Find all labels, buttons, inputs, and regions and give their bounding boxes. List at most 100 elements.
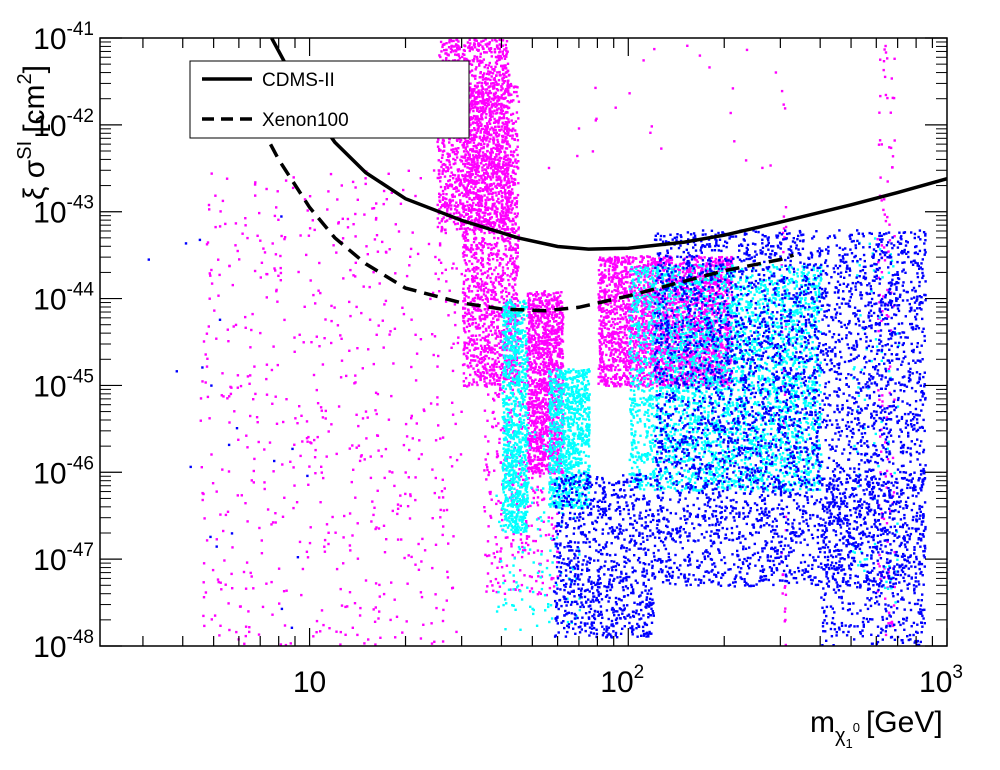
data-point — [481, 179, 485, 182]
data-point — [441, 496, 445, 499]
data-point — [481, 252, 484, 255]
data-point — [556, 343, 559, 347]
data-point — [507, 89, 510, 92]
data-point — [278, 602, 281, 605]
data-point — [253, 183, 257, 186]
data-point — [476, 245, 479, 249]
data-point — [477, 89, 480, 92]
data-point — [210, 453, 213, 456]
data-point — [502, 92, 505, 96]
data-point — [441, 436, 445, 439]
data-point — [481, 75, 485, 79]
data-point — [437, 354, 440, 358]
data-point — [544, 324, 547, 328]
data-point — [300, 414, 303, 417]
data-point — [539, 406, 542, 410]
data-point — [511, 134, 514, 137]
data-point — [508, 92, 511, 95]
data-point — [478, 315, 481, 318]
data-point — [314, 302, 317, 305]
data-point — [540, 423, 544, 427]
data-point — [553, 362, 556, 365]
data-point — [491, 39, 494, 42]
data-point — [505, 377, 508, 381]
data-point — [508, 398, 511, 401]
data-point — [498, 178, 502, 181]
data-point — [503, 168, 507, 171]
data-point — [508, 219, 512, 223]
data-point — [511, 128, 514, 131]
data-point — [454, 208, 457, 211]
data-point — [529, 504, 532, 508]
data-point — [476, 213, 479, 217]
data-point — [322, 476, 325, 480]
data-point — [354, 212, 357, 216]
data-point — [493, 109, 496, 112]
data-point — [500, 218, 503, 221]
data-point — [535, 447, 538, 450]
data-point — [528, 313, 531, 316]
data-point — [257, 440, 260, 444]
data-point — [483, 409, 487, 412]
data-point — [374, 582, 378, 585]
data-point — [437, 424, 440, 427]
data-point — [505, 89, 508, 92]
data-point — [505, 203, 508, 206]
data-point — [544, 534, 548, 537]
data-point — [483, 338, 487, 342]
data-point — [409, 247, 413, 251]
data-point — [221, 372, 224, 375]
data-point — [450, 194, 454, 197]
data-point — [492, 161, 496, 164]
data-point — [514, 381, 517, 384]
data-point — [503, 429, 506, 432]
data-point — [496, 326, 499, 330]
data-point — [465, 179, 469, 182]
data-point — [497, 342, 501, 345]
data-point — [559, 365, 563, 368]
data-point — [219, 513, 222, 516]
data-point — [531, 362, 534, 365]
data-point — [515, 293, 519, 296]
data-point — [466, 364, 469, 367]
data-point — [492, 97, 495, 100]
data-point — [507, 338, 510, 341]
data-point — [225, 177, 229, 180]
data-point — [478, 149, 481, 152]
data-point — [450, 465, 454, 468]
data-point — [526, 292, 530, 296]
data-point — [470, 167, 474, 170]
data-point — [467, 191, 470, 194]
data-point — [446, 204, 449, 207]
data-point — [468, 312, 471, 315]
data-point — [470, 102, 473, 105]
data-point — [476, 82, 479, 85]
data-point — [487, 222, 491, 226]
data-point — [560, 468, 563, 471]
data-point — [463, 293, 466, 297]
data-point — [504, 67, 507, 70]
data-point — [467, 287, 471, 290]
data-point — [438, 176, 441, 180]
data-point — [486, 452, 490, 456]
data-point — [504, 155, 507, 159]
data-point — [526, 437, 530, 440]
data-point — [463, 208, 467, 211]
data-point — [458, 57, 462, 60]
data-point — [492, 226, 495, 229]
data-point — [502, 272, 505, 275]
data-point — [535, 344, 538, 347]
data-point — [215, 538, 218, 541]
data-point — [504, 162, 508, 165]
data-point — [547, 324, 550, 328]
data-point — [510, 248, 513, 252]
data-point — [506, 536, 509, 539]
data-point — [550, 444, 553, 447]
data-point — [538, 346, 541, 350]
data-point — [491, 283, 494, 286]
data-point — [497, 280, 501, 284]
data-point — [475, 211, 478, 215]
data-point — [417, 542, 420, 546]
data-point — [449, 175, 452, 178]
data-point — [319, 630, 322, 633]
